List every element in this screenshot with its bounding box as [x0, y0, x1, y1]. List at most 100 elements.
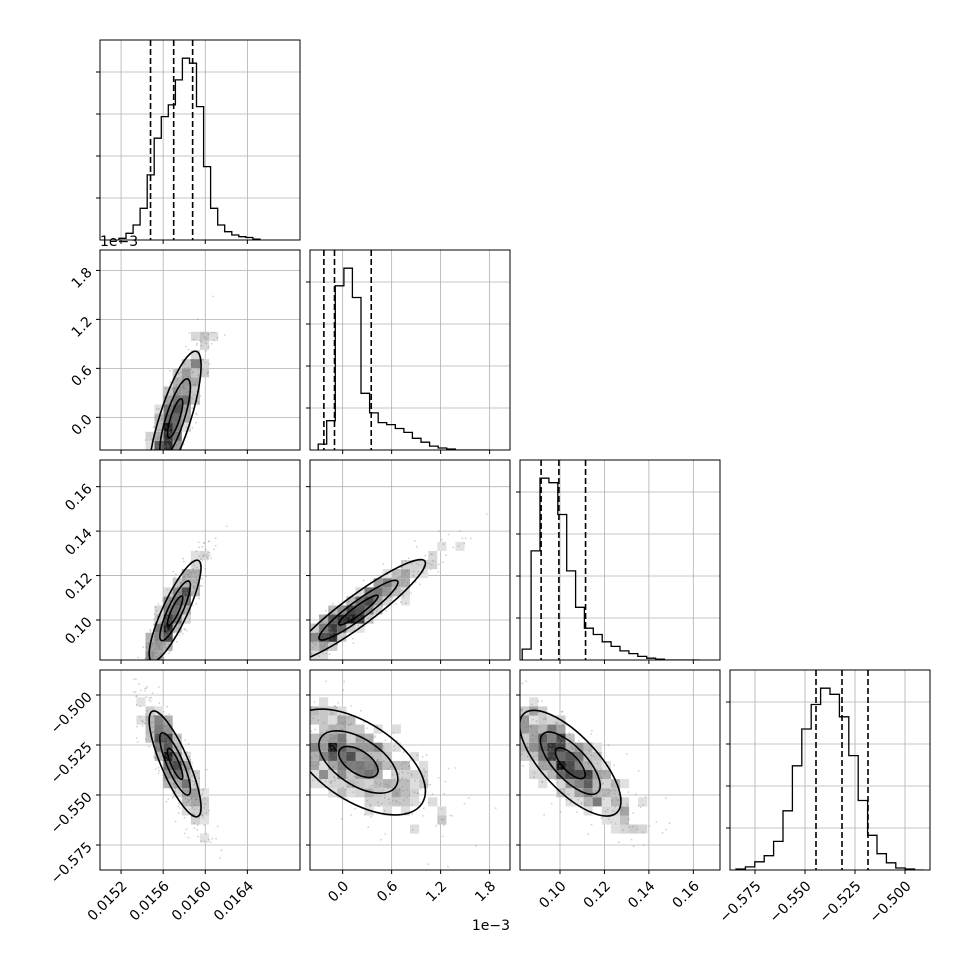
- density-cell: [145, 706, 155, 716]
- scatter-point: [330, 780, 333, 782]
- density-cell: [355, 724, 365, 734]
- scatter-point: [170, 432, 173, 435]
- scatter-point: [205, 812, 208, 814]
- scatter-point: [513, 715, 515, 717]
- scatter-point: [642, 831, 644, 833]
- density-cell: [163, 715, 173, 725]
- scatter-point: [328, 627, 331, 630]
- scatter-point: [156, 662, 158, 664]
- scatter-point: [288, 736, 290, 738]
- scatter-point: [374, 780, 377, 783]
- scatter-point: [145, 687, 148, 689]
- density-cell: [382, 797, 392, 807]
- scatter-point: [202, 788, 205, 791]
- scatter-point: [449, 814, 452, 817]
- scatter-point: [154, 722, 157, 725]
- density-cell: [364, 733, 374, 743]
- scatter-point: [178, 634, 181, 636]
- scatter-point: [610, 783, 613, 786]
- scatter-point: [399, 802, 401, 805]
- scatter-point: [165, 628, 167, 631]
- scatter-point: [156, 655, 159, 658]
- scatter-point: [161, 720, 164, 723]
- scatter-point: [547, 755, 550, 758]
- scatter-point: [385, 587, 388, 590]
- scatter-point: [148, 686, 150, 688]
- scatter-point: [315, 743, 318, 745]
- scatter-point: [161, 631, 164, 634]
- scatter-point: [164, 624, 167, 627]
- scatter-point: [371, 622, 373, 624]
- scatter-point: [162, 454, 164, 456]
- scatter-point: [162, 625, 164, 628]
- contour-0: [148, 710, 202, 818]
- scatter-point: [382, 563, 385, 565]
- scatter-point: [168, 750, 171, 753]
- density-cell: [410, 751, 420, 761]
- scatter-point: [201, 577, 203, 580]
- scatter-point: [561, 710, 564, 713]
- scatter-point: [204, 575, 207, 578]
- scatter-point: [361, 748, 364, 750]
- scatter-point: [543, 769, 545, 772]
- scatter-point: [567, 753, 570, 756]
- density-cell: [319, 632, 329, 642]
- scatter-point: [536, 754, 538, 757]
- scatter-point: [591, 729, 593, 732]
- scatter-point: [185, 593, 188, 595]
- scatter-point: [166, 443, 169, 445]
- scatter-point: [617, 779, 619, 782]
- scatter-point: [371, 784, 374, 787]
- scatter-point: [164, 739, 166, 742]
- scatter-point: [186, 396, 189, 399]
- scatter-point: [340, 628, 343, 631]
- scatter-point: [560, 732, 562, 735]
- scatter-point: [187, 391, 189, 394]
- scatter-point: [158, 627, 161, 630]
- scatter-point: [398, 580, 401, 583]
- density-cell: [145, 632, 155, 642]
- scatter-point: [447, 865, 449, 868]
- scatter-point: [313, 754, 316, 756]
- scatter-point: [580, 802, 583, 804]
- scatter-point: [359, 617, 361, 619]
- scatter-point: [175, 412, 177, 414]
- scatter-point: [595, 797, 598, 800]
- scatter-point: [266, 680, 268, 682]
- scatter-point: [330, 713, 333, 716]
- scatter-point: [610, 790, 612, 792]
- scatter-point: [545, 760, 547, 762]
- scatter-point: [585, 770, 588, 773]
- scatter-point: [155, 651, 158, 654]
- density-cell: [520, 733, 530, 743]
- scatter-point: [162, 720, 165, 722]
- scatter-point: [565, 751, 568, 753]
- density-cell: [181, 578, 191, 588]
- scatter-point: [171, 758, 173, 760]
- scatter-point: [395, 800, 397, 802]
- scatter-point: [395, 603, 398, 605]
- scatter-point: [157, 603, 160, 605]
- scatter-point: [140, 480, 142, 482]
- scatter-point: [350, 762, 353, 764]
- scatter-point: [402, 594, 405, 596]
- density-cell: [547, 733, 557, 743]
- scatter-point: [169, 629, 172, 632]
- density-cell: [181, 569, 191, 579]
- scatter-point: [580, 761, 583, 763]
- scatter-point: [170, 744, 173, 747]
- scatter-point: [382, 589, 385, 592]
- scatter-point: [206, 372, 209, 375]
- scatter-point: [160, 464, 162, 466]
- scatter-point: [413, 791, 416, 794]
- density-cell: [172, 760, 182, 770]
- scatter-point: [329, 758, 331, 761]
- scatter-point: [186, 751, 188, 754]
- scatter-point: [579, 757, 582, 760]
- scatter-point: [445, 554, 447, 557]
- scatter-point: [157, 648, 160, 650]
- density-cell: [556, 779, 566, 789]
- density-cell: [437, 815, 447, 825]
- scatter-point: [516, 714, 518, 716]
- scatter-point: [180, 375, 182, 378]
